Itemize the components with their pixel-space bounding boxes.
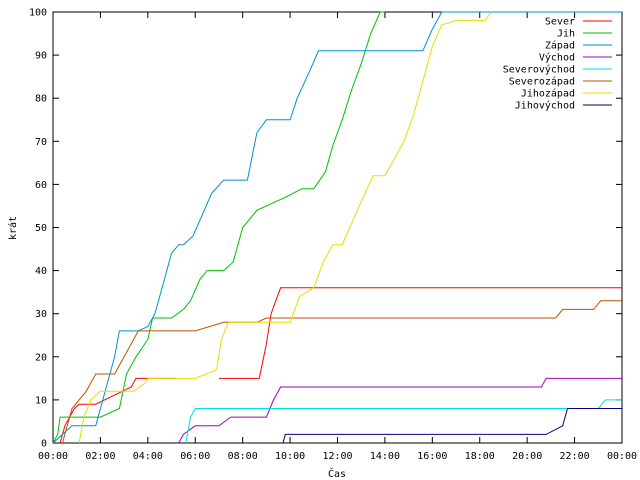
legend-label-jihovychod: Jihovýchod [515,100,575,112]
legend-label-severovychod: Severovýchod [503,64,575,76]
legend-label-zapad: Západ [545,40,575,52]
legend-label-vychod: Východ [539,52,575,64]
legend-label-sever: Sever [545,17,575,28]
y-tick-label: 90 [35,51,47,62]
series-line-jihozapad [78,11,492,444]
series-lines [52,11,622,444]
x-tick-label: 20:00 [512,451,542,462]
x-tick-label: 16:00 [417,451,447,462]
y-tick-label: 60 [35,180,47,191]
x-tick-label: 22:00 [560,451,590,462]
x-tick-label: 02:00 [85,451,115,462]
x-axis: 00:00 02:00 04:00 06:00 08:00 10:00 12:00 14:00… [38,12,637,462]
x-tick-label: 08:00 [228,451,258,462]
y-tick-label: 10 [35,395,47,406]
series-line-sever [219,287,622,379]
x-tick-label: 18:00 [465,451,495,462]
x-tick-label: 04:00 [133,451,163,462]
x-tick-label: 00:00 [607,451,637,462]
y-tick-label: 100 [29,8,47,19]
x-axis-title: Čas [328,467,346,480]
series-line-zapad [52,11,622,444]
y-tick-label: 80 [35,94,47,105]
series-line-jihovychod [282,408,622,444]
y-tick-label: 0 [41,439,47,450]
y-axis-title: krát [7,216,19,240]
series-line-vychod [178,377,622,444]
y-tick-label: 30 [35,309,47,320]
legend-label-jihozapad: Jihozápad [521,88,575,100]
legend-label-jih: Jih [557,29,575,40]
series-line-severozapad [62,300,622,444]
x-tick-label: 12:00 [322,451,352,462]
series-line-severovychod [185,399,622,444]
series-line-sever [59,377,177,444]
x-tick-label: 10:00 [275,451,305,462]
x-tick-label: 14:00 [370,451,400,462]
x-tick-label: 06:00 [180,451,210,462]
series-line-jih [52,11,385,444]
y-tick-label: 20 [35,352,47,363]
x-tick-label: 00:00 [38,451,68,462]
legend: SeverJihZápadVýchodSeverovýchodSeverozáp… [503,17,612,112]
y-tick-label: 40 [35,266,47,277]
legend-label-severozapad: Severozápad [509,76,575,88]
y-tick-label: 70 [35,137,47,148]
y-tick-label: 50 [35,223,47,234]
